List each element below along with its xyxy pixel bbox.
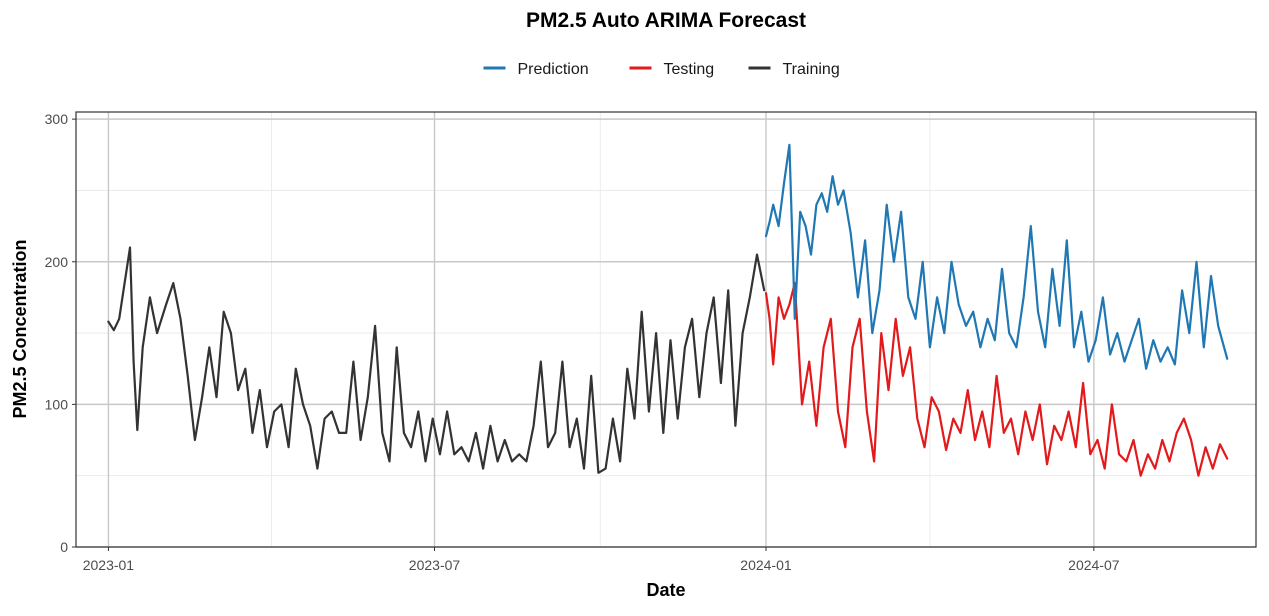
x-tick-label: 2023-07 [409, 557, 461, 573]
x-tick-label: 2024-07 [1068, 557, 1120, 573]
series-layer [107, 143, 1229, 477]
y-tick-label: 0 [60, 539, 68, 555]
legend-label-testing: Testing [664, 61, 715, 78]
y-tick-label: 300 [45, 111, 69, 127]
y-tick-label: 200 [45, 254, 69, 270]
chart-title: PM2.5 Auto ARIMA Forecast [526, 9, 806, 32]
series-line-prediction [764, 143, 1229, 370]
y-axis-title: PM2.5 Concentration [10, 239, 30, 418]
axes: 0 100 200 300 2023-01 2023-07 2024-01 2024-07 [45, 111, 1120, 573]
y-tick-label: 100 [45, 396, 69, 412]
grid [76, 112, 1256, 548]
plot-panel-border [75, 111, 1257, 548]
legend: Prediction Testing Training [483, 61, 840, 78]
x-tick-label: 2024-01 [740, 557, 792, 573]
series-line-testing [764, 282, 1229, 477]
legend-label-prediction: Prediction [518, 61, 589, 78]
series-line-training [107, 246, 766, 474]
x-axis-title: Date [646, 580, 685, 600]
legend-label-training: Training [783, 61, 840, 78]
x-tick-label: 2023-01 [83, 557, 135, 573]
